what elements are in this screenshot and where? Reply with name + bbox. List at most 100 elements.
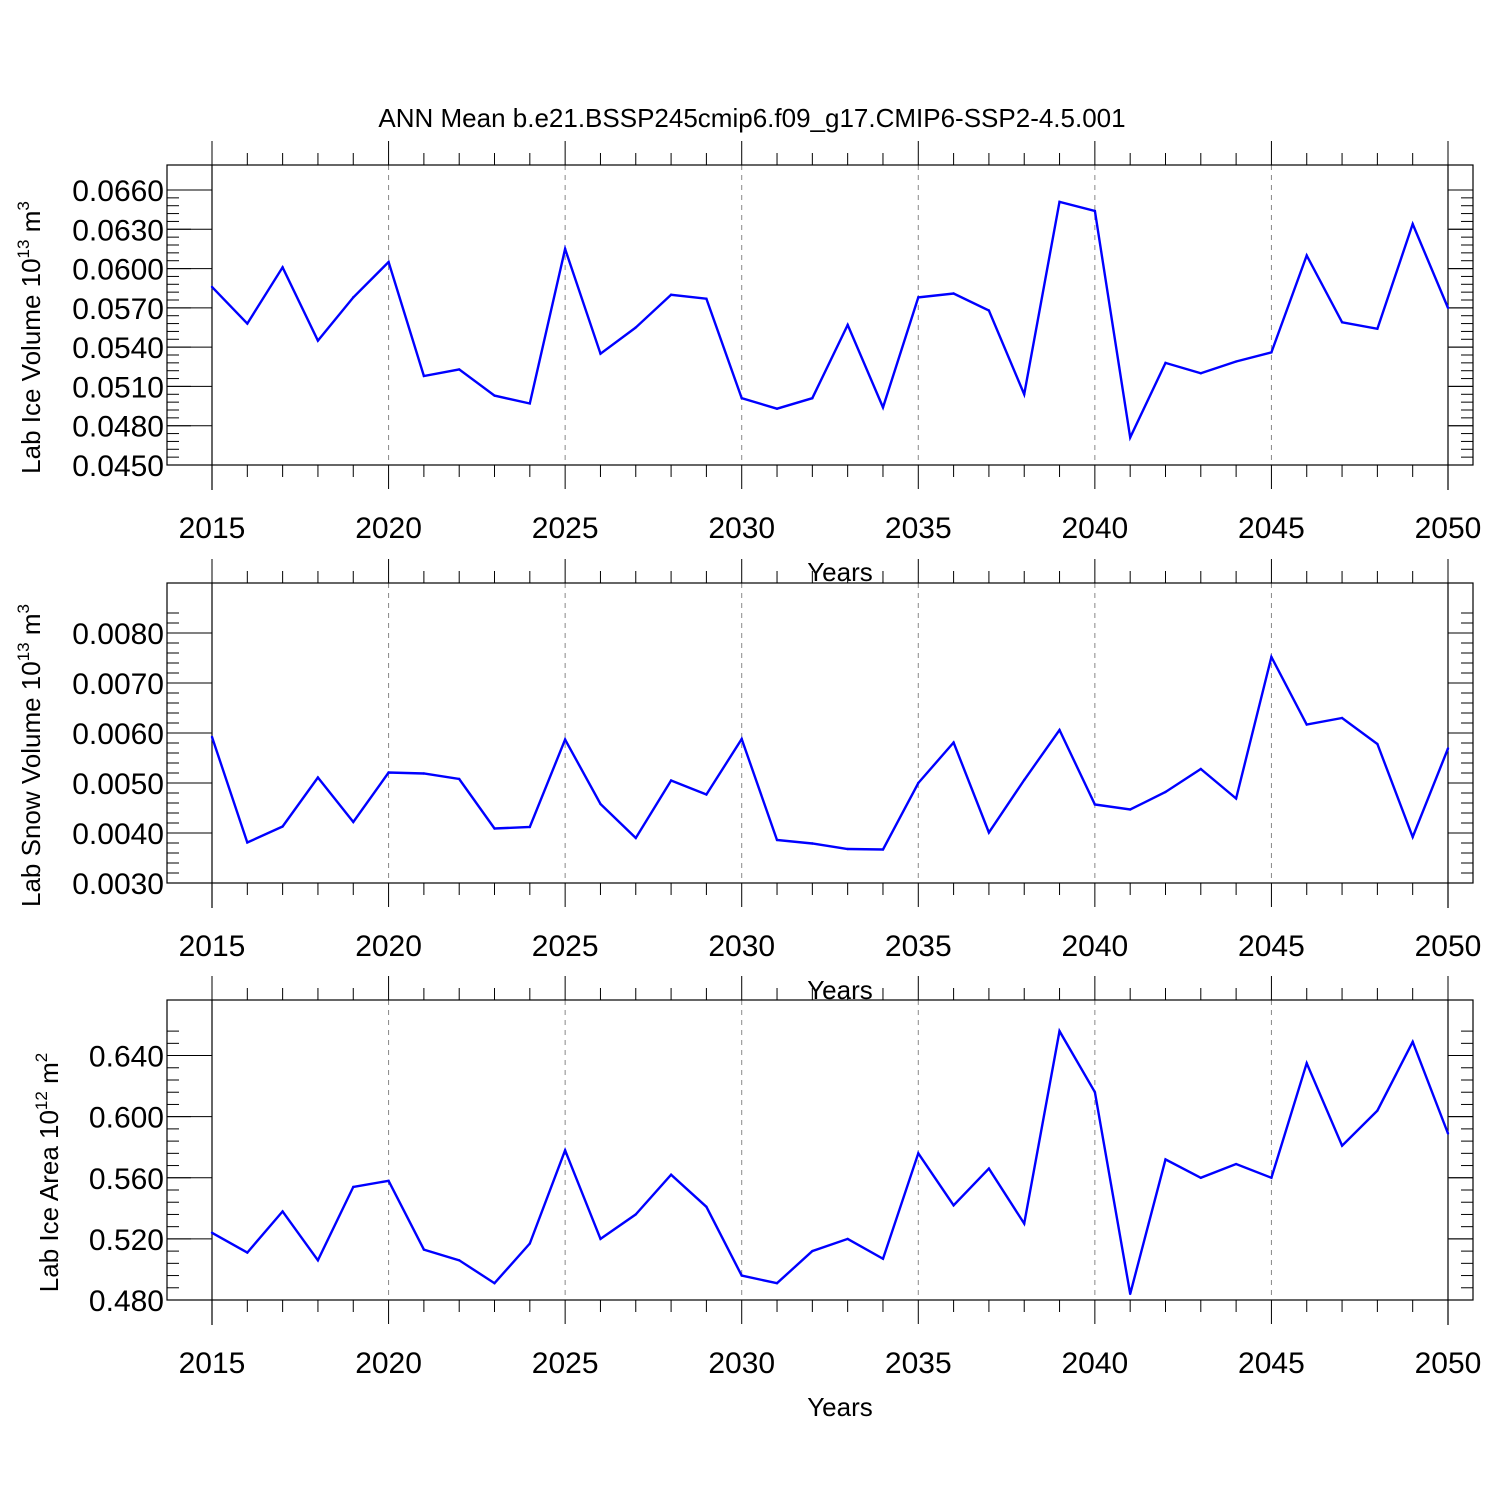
data-point [1340,716,1344,720]
data-point [352,820,355,824]
data-point [1340,321,1344,324]
data-point [1164,361,1167,365]
data-point [775,1281,779,1285]
data-point [1128,436,1132,439]
data-point [881,848,885,851]
y-tick-label: 0.0070 [72,668,164,701]
data-point [246,322,249,325]
x-tick-label: 2045 [1238,930,1305,963]
y-tick-label: 0.0450 [72,450,164,483]
data-point [740,397,743,400]
data-point [811,397,814,400]
data-point [1023,1222,1026,1225]
data-point [1411,1040,1414,1044]
y-tick-label: 0.0540 [72,332,164,365]
data-point [775,407,779,410]
data-point [952,292,955,295]
y-tick-label: 0.0060 [72,718,164,751]
x-tick-label: 2025 [532,930,599,963]
y-axis-label: Lab Ice Area 1012 m2 [32,1053,64,1292]
data-point [387,1179,390,1183]
data-point [281,1210,284,1213]
data-point [669,1173,673,1176]
data-point [1376,1109,1379,1112]
y-tick-label: 0.0080 [72,618,164,651]
data-point [669,293,673,296]
plot-frame [166,999,1474,1301]
data-point [246,1251,249,1254]
data-point [846,1237,849,1241]
data-point [811,1249,814,1253]
y-tick-label: 0.520 [89,1224,164,1257]
data-point [352,1185,355,1189]
y-axis-label: Lab Snow Volume 1013 m3 [14,604,46,907]
x-tick-label: 2015 [179,930,246,963]
x-tick-label: 2050 [1415,512,1482,545]
data-point [952,1204,955,1207]
x-tick-label: 2020 [355,512,422,545]
data-point [634,326,637,329]
data-point [246,841,249,844]
data-point [1023,778,1026,782]
data-point [281,825,284,828]
x-tick-label: 2025 [532,1347,599,1380]
y-tick-label: 0.560 [89,1163,164,1196]
series-line [211,1027,1450,1295]
x-tick-label: 2030 [708,930,775,963]
data-point [316,339,320,342]
data-point [705,793,708,796]
x-tick-label: 2045 [1238,512,1305,545]
data-point [1164,790,1167,794]
data-point [987,831,991,834]
data-point [740,737,743,741]
data-point [458,777,461,781]
data-point [987,1167,991,1170]
data-point [1411,222,1414,226]
panel-2: 2015 2020 2025 2030 2035 2040 2045 2050 Years 0.0… [14,559,1481,1005]
x-tick-label: 2035 [885,1347,952,1380]
data-point [881,406,885,409]
x-tick-label: 2015 [179,1347,246,1380]
data-point [1305,723,1308,726]
y-tick-label: 0.600 [89,1102,164,1135]
figure-title: ANN Mean b.e21.BSSP245cmip6.f09_g17.CMIP… [378,103,1125,133]
data-point [210,735,214,739]
x-tick-label: 2025 [532,512,599,545]
data-point [458,368,461,371]
data-point [1340,1144,1344,1147]
y-tick-label: 0.640 [89,1041,164,1074]
data-point [528,825,532,829]
data-point [528,402,532,405]
data-point [1093,803,1097,806]
data-point [1270,655,1273,659]
data-point [1164,1158,1167,1161]
x-tick-label: 2035 [885,512,952,545]
x-tick-label: 2050 [1415,1347,1482,1380]
x-tick-label: 2020 [355,1347,422,1380]
data-point [1305,254,1308,257]
data-point [1446,747,1450,750]
x-tick-label: 2015 [179,512,246,545]
data-point [1305,1061,1308,1065]
data-point [281,266,284,269]
panels: 2015 2020 2025 2030 2035 2040 2045 2050 Years 0.0… [14,141,1481,1422]
y-tick-label: 0.0600 [72,254,164,287]
x-tick-label: 2030 [708,1347,775,1380]
data-point [1058,200,1061,203]
data-point [1058,1029,1061,1033]
y-tick-label: 0.0630 [72,214,164,247]
y-tick-label: 0.0050 [72,768,164,801]
x-tick-label: 2050 [1415,930,1482,963]
data-point [316,1259,320,1262]
x-axis-label: Years [807,1392,873,1422]
data-point [1270,1176,1273,1179]
x-tick-label: 2040 [1061,512,1128,545]
y-tick-label: 0.480 [89,1285,164,1318]
y-tick-label: 0.0570 [72,293,164,326]
data-point [458,1259,461,1262]
data-point [917,1152,920,1155]
data-point [634,836,637,840]
data-point [1199,767,1203,771]
data-point [422,1248,426,1251]
